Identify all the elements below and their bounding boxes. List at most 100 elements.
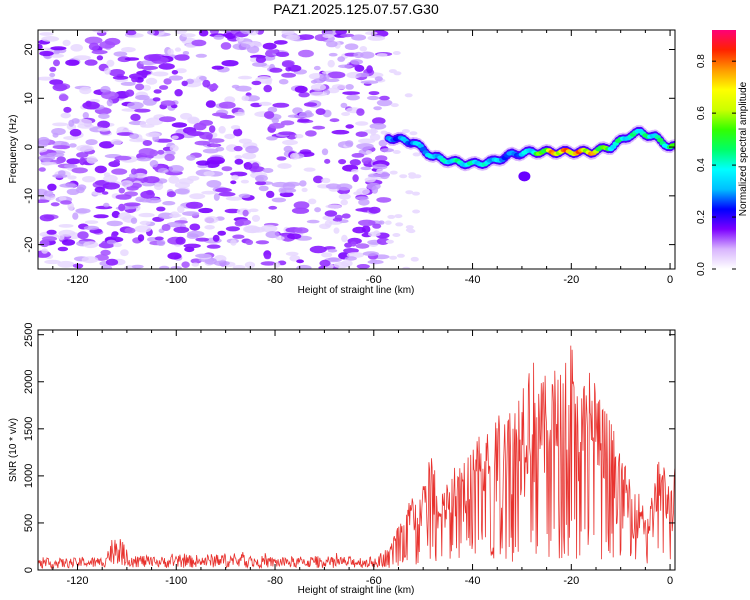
noise-blob bbox=[396, 253, 405, 258]
noise-blob bbox=[242, 209, 249, 217]
snr-ticks: -120 -100 -80 -60 -40 -20 0 0 500 1000 1500 2000 250… bbox=[23, 322, 675, 587]
noise-blob bbox=[360, 51, 375, 59]
noise-blob bbox=[264, 254, 271, 260]
noise-blob bbox=[273, 40, 288, 45]
noise-blob bbox=[120, 81, 136, 86]
noise-blob bbox=[368, 206, 381, 214]
noise-blob bbox=[213, 193, 220, 201]
noise-blob bbox=[224, 96, 236, 104]
noise-blob bbox=[221, 166, 233, 172]
noise-blob bbox=[327, 248, 338, 253]
noise-blob bbox=[249, 166, 265, 173]
noise-blob bbox=[325, 204, 342, 209]
noise-blob bbox=[91, 50, 108, 55]
noise-blob bbox=[218, 101, 236, 109]
spectrogram-ytick-label: 20 bbox=[23, 43, 35, 55]
noise-blob bbox=[404, 93, 413, 98]
noise-blob bbox=[67, 202, 74, 211]
noise-blob bbox=[355, 196, 369, 200]
noise-blob bbox=[88, 42, 100, 51]
noise-blob bbox=[355, 121, 369, 126]
noise-blob bbox=[294, 85, 308, 93]
noise-blob bbox=[128, 173, 138, 179]
noise-blob bbox=[166, 221, 183, 228]
snr-ytick-label: 2000 bbox=[23, 370, 35, 394]
noise-blob bbox=[237, 75, 253, 80]
noise-blob bbox=[159, 116, 176, 123]
noise-blob bbox=[276, 51, 290, 58]
noise-blob bbox=[285, 251, 299, 256]
noise-blob bbox=[188, 117, 200, 124]
noise-blob bbox=[43, 190, 54, 197]
snr-ytick-label: 1500 bbox=[23, 417, 35, 441]
noise-blob bbox=[201, 190, 217, 195]
noise-blob bbox=[352, 226, 366, 234]
noise-blob bbox=[392, 150, 401, 154]
trace-blob bbox=[518, 171, 531, 182]
noise-blob bbox=[278, 78, 289, 85]
noise-blob bbox=[225, 226, 240, 232]
noise-blob bbox=[164, 153, 175, 162]
noise-blob bbox=[41, 36, 60, 42]
noise-blob bbox=[141, 182, 155, 187]
noise-blob bbox=[341, 260, 353, 267]
noise-blob bbox=[103, 174, 118, 183]
noise-blob bbox=[174, 188, 190, 195]
spectrogram-xtick-label: -80 bbox=[267, 274, 283, 286]
noise-blob bbox=[85, 139, 98, 146]
noise-blob bbox=[324, 210, 338, 217]
noise-blob bbox=[367, 259, 384, 265]
noise-blob bbox=[271, 197, 287, 203]
noise-blob bbox=[136, 157, 152, 162]
noise-blob bbox=[72, 212, 79, 220]
noise-blob bbox=[355, 243, 370, 249]
noise-blob bbox=[244, 226, 261, 234]
noise-blob bbox=[389, 170, 398, 175]
noise-blob bbox=[209, 125, 216, 133]
noise-blob bbox=[60, 200, 72, 205]
noise-blob bbox=[230, 180, 237, 185]
noise-blob bbox=[126, 101, 144, 110]
snr-xtick-label: -80 bbox=[267, 575, 283, 587]
noise-blob bbox=[392, 51, 401, 55]
noise-blob bbox=[169, 213, 182, 218]
noise-blob bbox=[301, 187, 308, 193]
noise-blob bbox=[113, 242, 122, 248]
noise-blob bbox=[139, 120, 147, 128]
noise-blob bbox=[310, 83, 326, 91]
noise-blob bbox=[232, 265, 246, 269]
noise-blob bbox=[77, 123, 94, 129]
noise-blob bbox=[82, 101, 100, 110]
noise-blob bbox=[370, 127, 377, 136]
noise-blob bbox=[372, 163, 388, 170]
noise-blob bbox=[364, 177, 376, 183]
noise-blob bbox=[405, 225, 414, 230]
noise-blob bbox=[69, 143, 77, 148]
noise-blob bbox=[113, 51, 128, 57]
snr-xtick-label: -40 bbox=[465, 575, 481, 587]
noise-blob bbox=[58, 229, 76, 237]
noise-blob bbox=[342, 91, 360, 95]
noise-blob bbox=[266, 49, 279, 54]
noise-blob bbox=[269, 122, 285, 129]
snr-xtick-label: 0 bbox=[667, 575, 673, 587]
noise-blob bbox=[38, 136, 50, 145]
spectrogram-xtick-label: -20 bbox=[563, 274, 579, 286]
noise-blob bbox=[202, 79, 211, 88]
noise-blob bbox=[159, 265, 170, 269]
noise-blob bbox=[374, 76, 383, 82]
noise-blob bbox=[402, 266, 411, 269]
snr-ytick-label: 500 bbox=[23, 514, 35, 532]
noise-blob bbox=[230, 125, 241, 130]
noise-blob bbox=[57, 246, 69, 252]
noise-blob bbox=[93, 214, 109, 219]
noise-blob bbox=[206, 180, 222, 188]
noise-blob bbox=[344, 256, 357, 261]
snr-ytick-label: 2500 bbox=[23, 322, 35, 346]
noise-blob bbox=[204, 225, 215, 230]
noise-blob bbox=[120, 180, 133, 188]
spectrogram-ytick-label: -20 bbox=[23, 237, 35, 253]
noise-blob bbox=[118, 187, 126, 194]
snr-marks bbox=[38, 345, 675, 570]
noise-blob bbox=[191, 39, 207, 47]
